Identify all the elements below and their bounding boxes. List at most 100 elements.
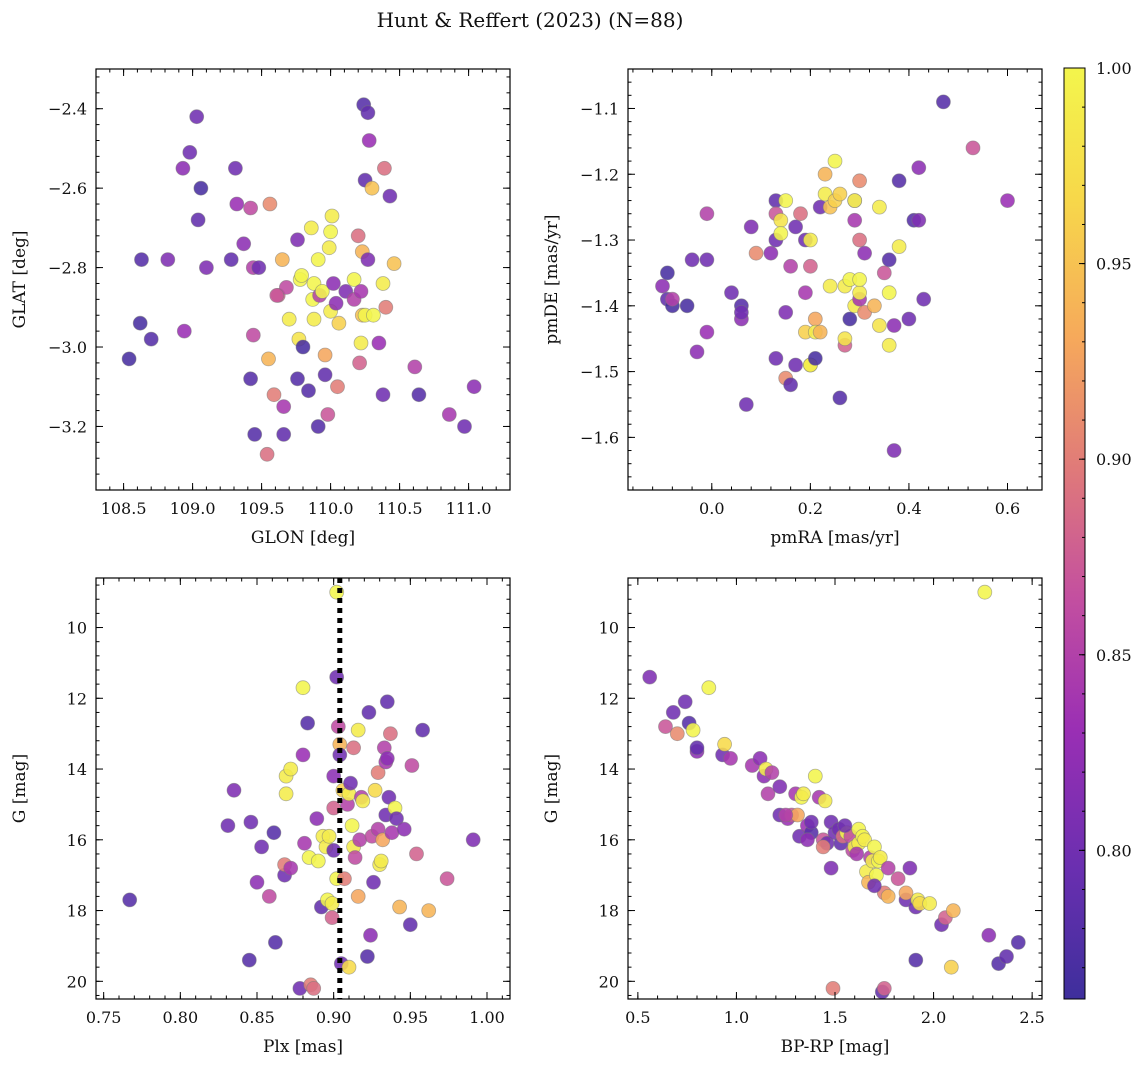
data-point [274, 252, 290, 268]
x-tick-label: 0.6 [995, 499, 1020, 518]
x-tick-label: 109.5 [239, 499, 285, 518]
data-point [849, 846, 865, 862]
data-point [132, 315, 148, 331]
data-point [783, 258, 798, 274]
data-point [677, 694, 693, 710]
data-point [886, 318, 902, 333]
data-point [378, 299, 394, 315]
data-point [788, 357, 803, 373]
data-point [404, 758, 420, 773]
data-point [773, 212, 789, 228]
data-point [382, 188, 398, 204]
data-point [251, 260, 267, 276]
data-point [817, 166, 833, 182]
data-point [182, 144, 198, 160]
data-point [832, 186, 848, 202]
data-point [699, 252, 715, 268]
data-point [297, 835, 312, 851]
data-point [872, 199, 887, 215]
data-point [364, 180, 380, 196]
data-point [857, 245, 872, 261]
data-point [295, 680, 311, 696]
panel-color-magnitude: 0.5 1.0 1.5 2.0 2.5 10 12 14 16 18 20 BP-RP [mag] G … [542, 577, 1045, 1057]
data-point [359, 949, 375, 964]
data-point [778, 807, 794, 823]
y-tick-label: −1.4 [580, 297, 619, 316]
data-point [261, 351, 276, 367]
data-point [278, 786, 294, 802]
data-point [886, 443, 902, 458]
data-point [326, 768, 342, 784]
data-point [254, 839, 270, 855]
data-point [352, 355, 368, 371]
y-tick-label: −2.4 [48, 100, 87, 119]
data-point [121, 351, 137, 367]
data-point [891, 239, 907, 255]
y-tick-label: 12 [67, 689, 87, 708]
data-point [796, 786, 811, 802]
data-point [317, 347, 333, 363]
data-point [689, 344, 705, 360]
x-axis-label: GLON [deg] [251, 528, 355, 548]
y-tick-label: 18 [599, 902, 619, 921]
data-point [392, 899, 408, 915]
data-point [699, 206, 715, 222]
data-point [324, 208, 340, 224]
data-point [908, 952, 924, 968]
data-point [798, 285, 813, 301]
data-point [370, 765, 386, 780]
data-point [243, 814, 259, 830]
data-point [421, 903, 437, 918]
data-point [872, 850, 888, 865]
data-point [922, 896, 937, 911]
data-point [122, 892, 138, 908]
data-point [389, 811, 404, 826]
y-tick-label: 20 [67, 972, 87, 991]
data-point [658, 719, 673, 734]
data-point [803, 232, 818, 248]
data-point [247, 426, 263, 442]
data-point [1010, 935, 1026, 950]
data-point [665, 705, 681, 720]
data-point [295, 339, 311, 355]
data-point [310, 853, 326, 869]
data-point [876, 265, 892, 281]
data-point [981, 927, 997, 943]
data-point [365, 307, 381, 323]
data-point [1000, 193, 1015, 209]
data-point [748, 245, 764, 261]
x-tick-label: 2.0 [921, 1008, 946, 1027]
data-point [331, 315, 347, 331]
x-tick-label: 0.4 [896, 499, 921, 518]
x-tick-label: 0.95 [393, 1008, 429, 1027]
data-point [323, 224, 339, 240]
data-point [965, 140, 981, 156]
x-tick-label: 111.0 [446, 499, 492, 518]
data-point [330, 379, 345, 395]
data-point [328, 295, 344, 311]
data-point [441, 407, 457, 422]
data-point [198, 260, 214, 276]
data-point [665, 291, 680, 307]
data-point [724, 285, 739, 301]
y-axis-label: G [mag] [542, 754, 562, 823]
data-point [800, 832, 815, 848]
y-tick-label: 10 [67, 619, 87, 638]
data-point [190, 212, 206, 228]
data-point [685, 722, 701, 738]
axes-frame [627, 68, 1043, 491]
data-point [803, 814, 819, 830]
data-point [743, 219, 759, 235]
data-point [825, 981, 841, 996]
data-point [360, 105, 376, 121]
data-point [384, 825, 400, 841]
y-tick-label: 14 [67, 760, 87, 779]
y-axis-label: GLAT [deg] [10, 230, 30, 328]
data-point [259, 446, 275, 462]
data-point [373, 853, 389, 869]
data-point [457, 419, 472, 434]
data-point [382, 726, 398, 742]
data-point [764, 765, 780, 780]
data-point [290, 371, 305, 387]
colorbar-tick-label: 0.95 [1096, 255, 1132, 274]
